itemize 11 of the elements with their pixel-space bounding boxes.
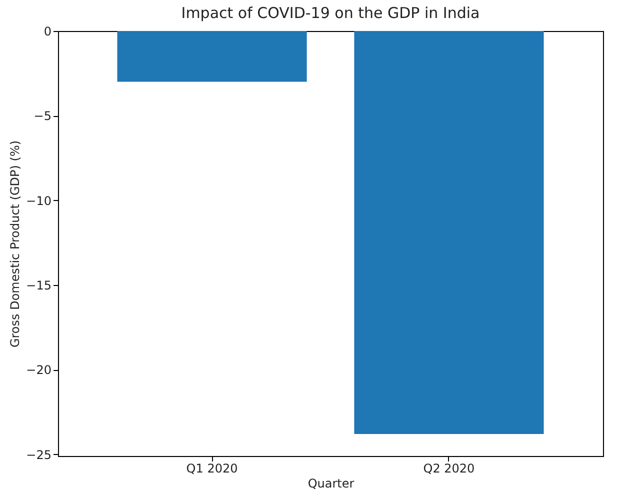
x-axis-title: Quarter bbox=[308, 476, 354, 490]
x-tick-label: Q1 2020 bbox=[186, 462, 238, 476]
y-tick-label: −5 bbox=[34, 109, 52, 124]
y-axis-title: Gross Domestic Product (GDP) (%) bbox=[8, 140, 22, 348]
y-tick-label: 0 bbox=[44, 24, 52, 38]
chart-title: Impact of COVID-19 on the GDP in India bbox=[181, 4, 480, 22]
y-tick-label: −10 bbox=[26, 194, 52, 208]
x-tick-label: Q2 2020 bbox=[423, 462, 475, 476]
y-tick-label: −25 bbox=[26, 448, 52, 462]
y-tick-label: −15 bbox=[26, 278, 52, 292]
y-tick-label: −20 bbox=[26, 363, 52, 378]
